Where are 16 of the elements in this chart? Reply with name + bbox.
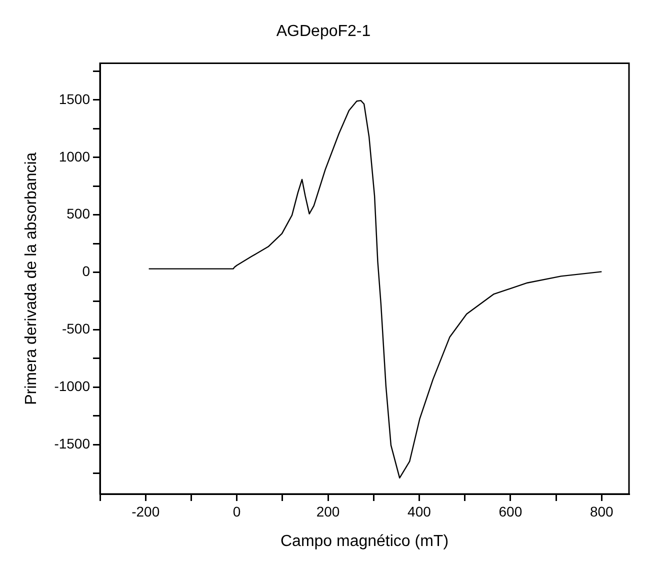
y-tick-label: -500 <box>62 320 90 337</box>
y-tick-label: 500 <box>66 206 90 222</box>
chart-title: AGDepoF2-1 <box>276 23 371 40</box>
x-axis-title: Campo magnético (mT) <box>280 532 449 550</box>
y-tick-label: -1000 <box>54 378 90 394</box>
x-tick-label: -200 <box>132 503 160 520</box>
x-tick-label: 200 <box>316 503 340 520</box>
y-axis-title: Primera derivada de la absorbancia <box>23 152 40 405</box>
x-tick-label: 0 <box>232 503 241 520</box>
x-tick-label: 600 <box>498 503 522 520</box>
y-tick-label: -1500 <box>54 435 90 452</box>
y-tick-label: 0 <box>82 263 90 280</box>
x-tick-label: 800 <box>590 503 614 520</box>
y-tick-label: 1500 <box>58 90 90 107</box>
x-tick-label: 400 <box>408 503 432 520</box>
y-tick-label: 1000 <box>58 148 90 164</box>
